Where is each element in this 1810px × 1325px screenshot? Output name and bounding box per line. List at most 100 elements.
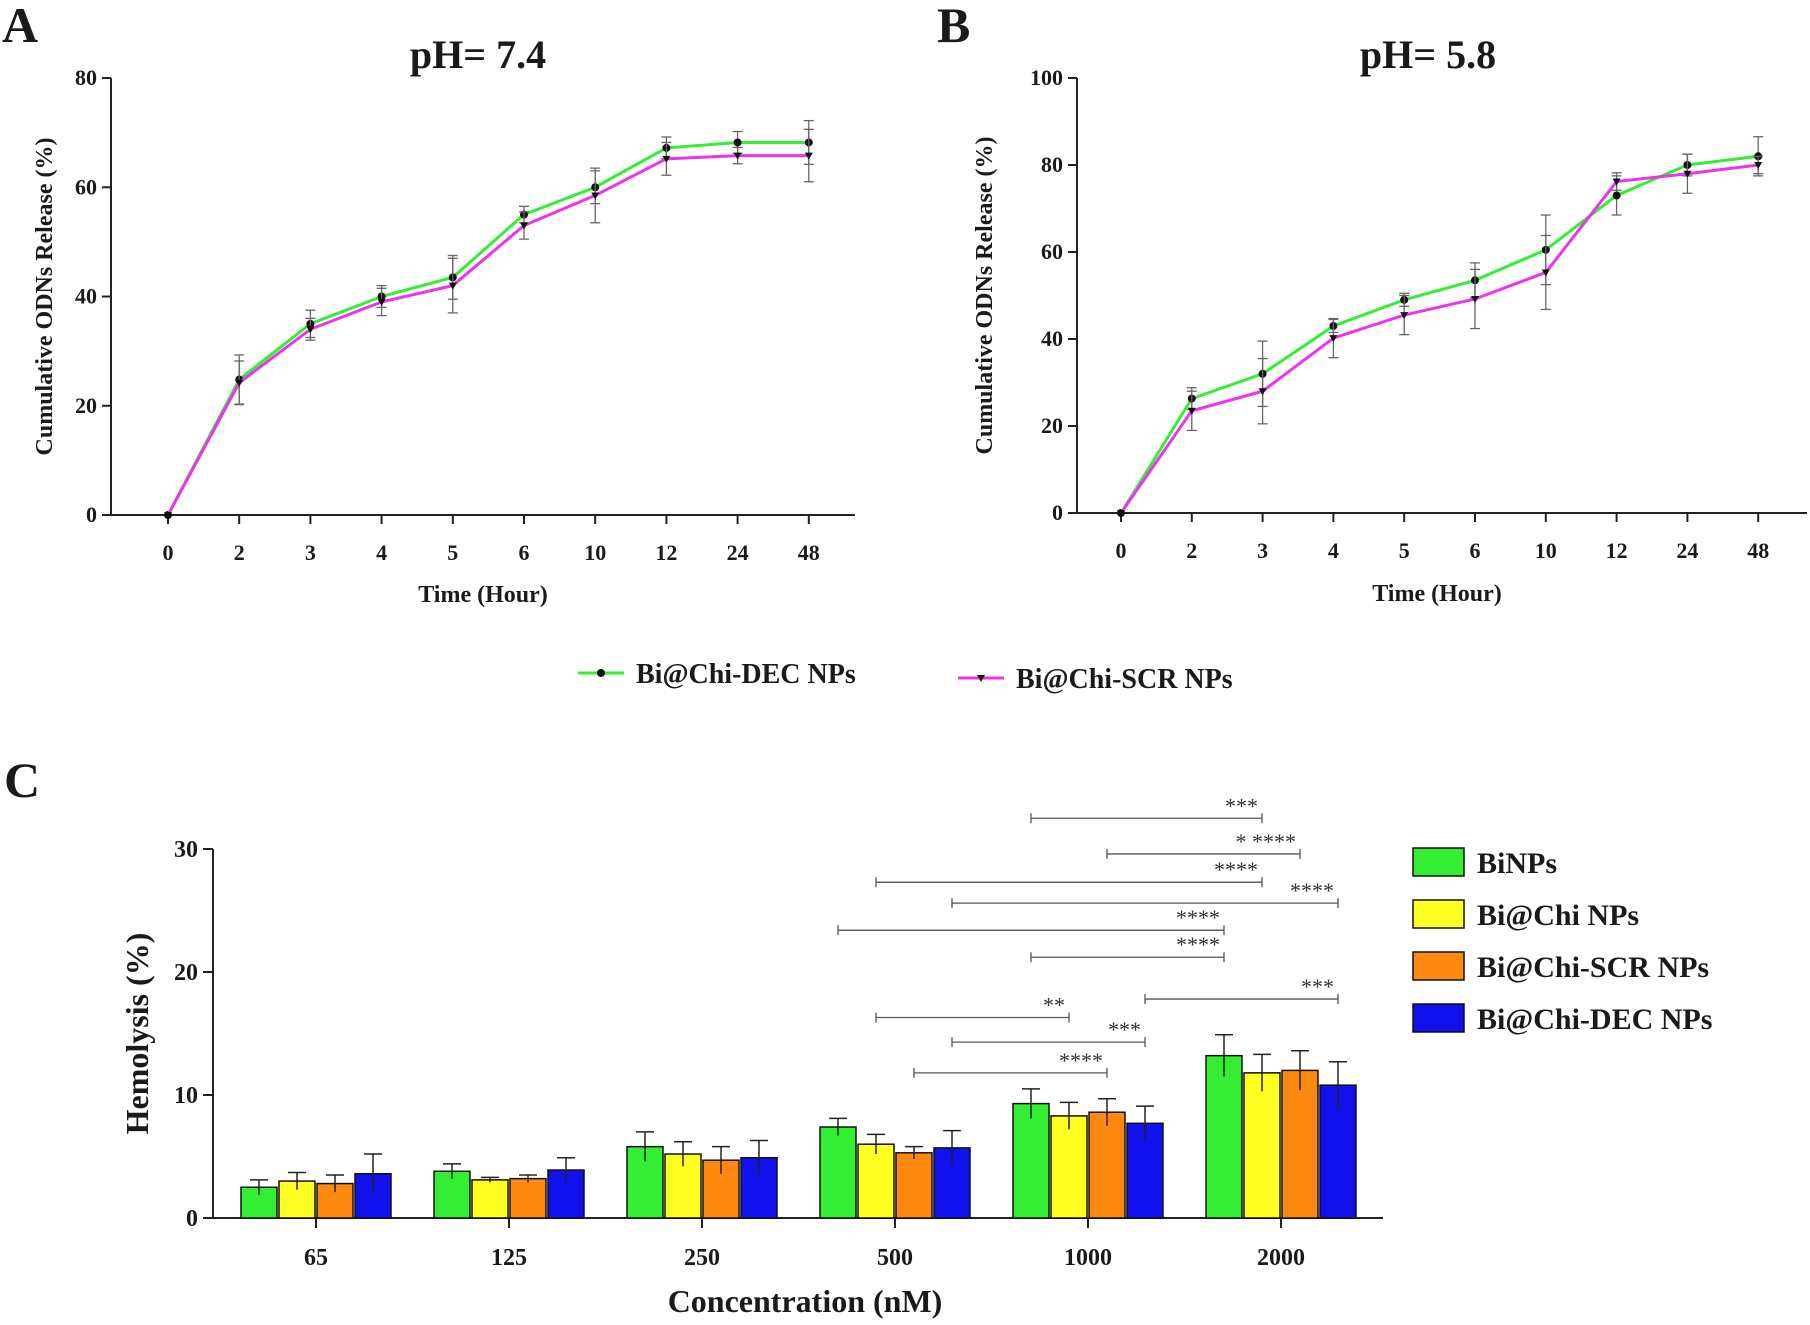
data-point	[235, 379, 244, 387]
significance-label: ****	[1176, 905, 1220, 930]
bar-series	[316, 1049, 1319, 1219]
y-axis-label: Cumulative ODNs Release (%)	[32, 138, 58, 456]
legend-label: Bi@Chi-SCR NPs	[1477, 951, 1709, 984]
data-point	[662, 155, 671, 163]
data-point	[1754, 162, 1763, 169]
significance-label: **	[1043, 993, 1065, 1018]
legend-item: Bi@Chi-DEC NPs	[578, 659, 856, 690]
x-tick-label: 4	[1328, 538, 1339, 563]
bar	[1088, 1111, 1126, 1219]
legend-c: BiNPs Bi@Chi NPs Bi@Chi-SCR NPs Bi@Chi-DEC …	[1412, 847, 1712, 1036]
chart-c: C 0 10 20 30 65 125 250 500 1000 2000 Concentration…	[4, 752, 1383, 1319]
data-point	[1258, 388, 1267, 396]
bar	[857, 1143, 895, 1219]
significance-bracket: * ****	[1106, 829, 1301, 859]
y-tick-label: 0	[186, 1206, 198, 1232]
y-tick-label: 60	[1041, 239, 1063, 264]
bar	[1205, 1054, 1243, 1219]
x-tick-label: 125	[491, 1245, 527, 1271]
bar	[1050, 1115, 1088, 1219]
data-point	[1400, 312, 1409, 320]
significance-bracket: ****	[913, 1048, 1108, 1078]
x-tick-label: 3	[1257, 538, 1268, 563]
legend-swatch	[1412, 1003, 1465, 1033]
bar	[1281, 1069, 1319, 1219]
legend-item: BiNPs	[1412, 847, 1557, 880]
legend-swatch	[1412, 899, 1465, 929]
data-point	[804, 152, 813, 160]
legend-item: Bi@Chi-SCR NPs	[1412, 951, 1709, 984]
y-tick-label: 60	[75, 174, 97, 199]
chart-b: BpH= 5.8 0 20 40 60 80 100 0 2 3 4 5 6 10 12 24 48 Time (…	[937, 0, 1807, 607]
legend-marker	[977, 675, 985, 682]
x-tick-label: 24	[1676, 538, 1698, 563]
bar-series	[240, 1033, 1243, 1219]
significance-bracket: ***	[1030, 793, 1263, 824]
data-point	[1187, 407, 1196, 415]
y-tick-label: 30	[174, 837, 198, 863]
series-line	[1119, 163, 1759, 514]
significance-label: ****	[1176, 932, 1220, 957]
data-point	[448, 282, 457, 290]
x-tick-label: 500	[877, 1245, 913, 1271]
data-point	[591, 192, 600, 200]
x-tick-label: 6	[519, 540, 530, 565]
x-tick-label: 10	[1535, 538, 1557, 563]
x-tick-label: 48	[1747, 538, 1769, 563]
series-line	[166, 140, 809, 516]
bar	[509, 1177, 547, 1219]
legend-swatch	[1412, 951, 1465, 981]
data-point	[1117, 510, 1125, 517]
series-scr	[164, 128, 814, 519]
series-line	[166, 154, 809, 516]
legend-label: Bi@Chi-DEC NPs	[1477, 1003, 1712, 1036]
y-tick-label: 20	[174, 960, 198, 986]
series-line	[1119, 154, 1759, 514]
y-tick-label: 40	[75, 284, 97, 309]
y-axis-label: Hemolysis (%)	[119, 933, 155, 1135]
significance-bracket: ***	[951, 1017, 1146, 1048]
data-point	[733, 138, 742, 147]
x-tick-label: 12	[1606, 538, 1628, 563]
x-axis-label: Time (Hour)	[418, 582, 548, 608]
data-point	[1612, 178, 1621, 186]
y-tick-label: 0	[1052, 500, 1063, 525]
bar	[433, 1170, 471, 1219]
significance-label: ***	[1225, 793, 1258, 818]
significance-label: ****	[1290, 878, 1334, 903]
legend-item: Bi@Chi-DEC NPs	[1412, 1003, 1712, 1036]
data-point	[306, 326, 315, 334]
data-point	[733, 152, 742, 160]
y-tick-label: 100	[1030, 65, 1063, 90]
x-tick-label: 2	[1186, 538, 1197, 563]
data-point	[377, 298, 386, 306]
x-tick-label: 5	[1399, 538, 1410, 563]
significance-brackets: **** ********************************	[837, 793, 1339, 1078]
significance-label: ****	[1059, 1048, 1103, 1073]
significance-bracket: ****	[1030, 932, 1225, 963]
data-point	[1612, 191, 1621, 200]
bar	[819, 1126, 857, 1219]
y-tick-label: 80	[1041, 152, 1063, 177]
chart-a: ApH= 7.4 0 20 40 60 80 0 2 3 4 5 6 10 12 24 48 Time (Hou…	[2, 0, 855, 608]
x-tick-label: 24	[727, 540, 749, 565]
series-scr	[1117, 153, 1764, 517]
x-tick-label: 2	[234, 540, 245, 565]
significance-bracket: ****	[875, 857, 1263, 888]
panel-letter: C	[4, 752, 40, 808]
legend-label: BiNPs	[1477, 847, 1557, 880]
panel-letter: B	[937, 0, 970, 53]
significance-bracket: ****	[951, 878, 1339, 909]
x-tick-label: 48	[798, 540, 820, 565]
x-tick-label: 5	[447, 540, 458, 565]
series-dec	[1117, 136, 1764, 517]
x-tick-label: 10	[584, 540, 606, 565]
bar-series	[278, 1053, 1281, 1219]
y-axis-label: Cumulative ODNs Release (%)	[972, 137, 998, 455]
significance-bracket: ****	[837, 905, 1225, 936]
data-point	[1471, 295, 1479, 303]
x-tick-label: 6	[1470, 538, 1481, 563]
legend-ab: Bi@Chi-DEC NPs Bi@Chi-SCR NPs	[578, 659, 1233, 695]
legend-label: Bi@Chi-DEC NPs	[636, 659, 856, 690]
series-dec	[164, 119, 814, 519]
